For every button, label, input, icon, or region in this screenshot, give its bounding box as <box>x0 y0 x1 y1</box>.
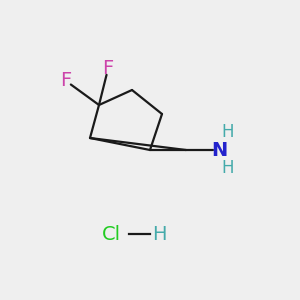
Text: F: F <box>60 71 72 91</box>
Text: N: N <box>211 140 227 160</box>
Text: F: F <box>102 59 114 79</box>
Text: Cl: Cl <box>101 224 121 244</box>
Text: H: H <box>222 123 234 141</box>
Text: H: H <box>152 224 166 244</box>
Text: H: H <box>222 159 234 177</box>
